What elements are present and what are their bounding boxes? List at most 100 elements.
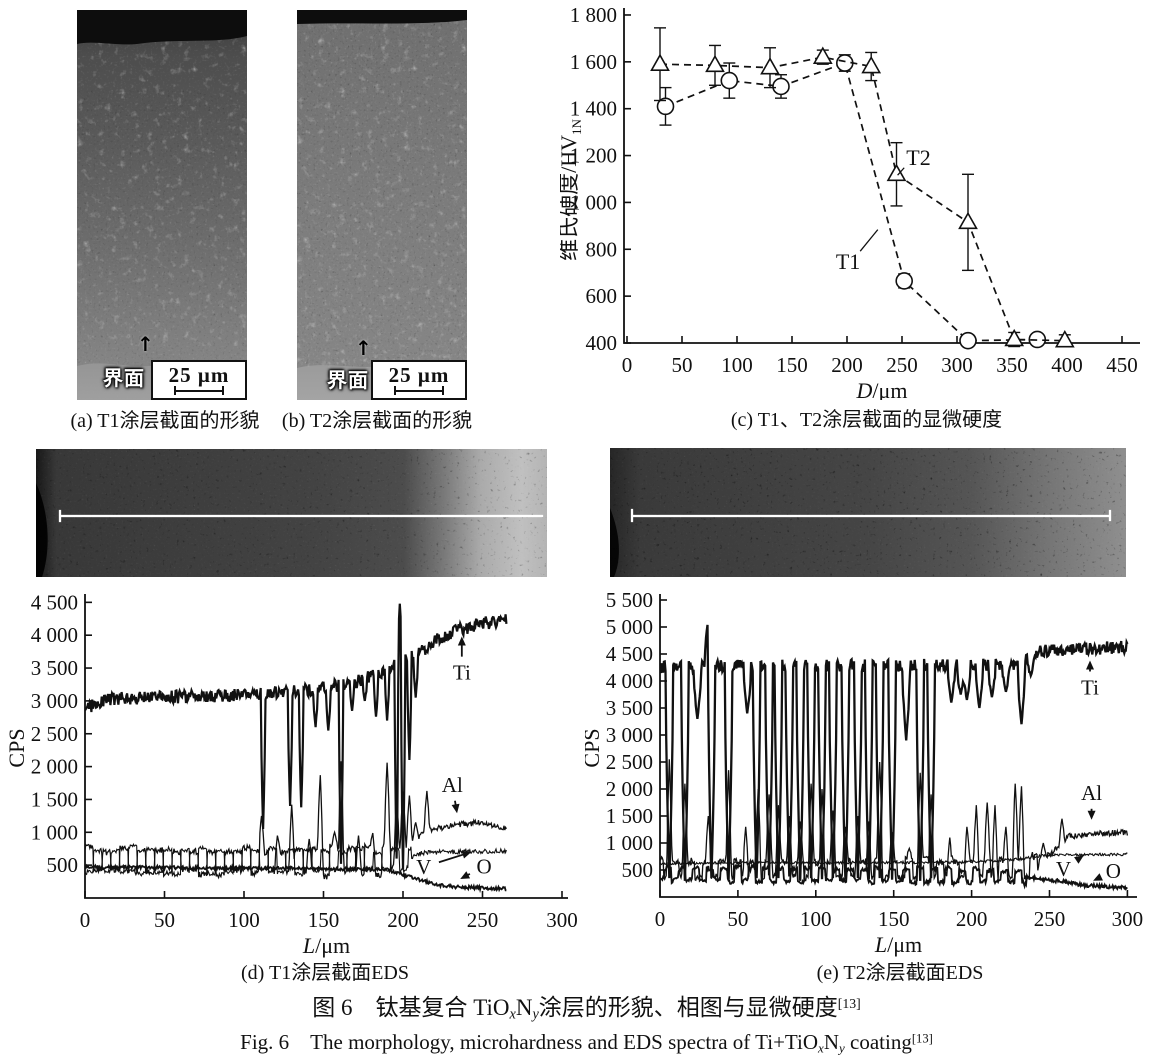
panel-b-caption: (b) T2涂层截面的形貌 [281, 410, 473, 432]
panel-d-caption: (d) T1涂层截面EDS [241, 962, 409, 984]
scale-bar-a [174, 386, 224, 395]
caption-en-sub-x: x [818, 1040, 824, 1056]
svg-text:250: 250 [886, 353, 918, 377]
svg-text:300: 300 [546, 908, 578, 932]
svg-text:100: 100 [800, 907, 832, 931]
caption-zh-ref: [13] [837, 996, 861, 1012]
interface-label-a: 界面 [103, 368, 145, 390]
figure-caption-zh: 图 6 钛基复合 TiOxNy涂层的形貌、相图与显微硬度[13] [0, 988, 1173, 1024]
svg-text:2 500: 2 500 [606, 750, 653, 774]
svg-text:600: 600 [586, 284, 618, 308]
svg-text:4 500: 4 500 [606, 642, 653, 666]
svg-text:50: 50 [727, 907, 748, 931]
scale-bar-label-a: 25 μm [168, 363, 230, 387]
svg-text:300: 300 [1112, 907, 1144, 931]
eds-chart-t2: 0 50 100 150 200 250 300 500 1 000 1 500 2 000 2 50… [585, 588, 1144, 957]
svg-text:200: 200 [956, 907, 988, 931]
svg-text:5 000: 5 000 [606, 615, 653, 639]
svg-text:T1: T1 [836, 249, 860, 274]
caption-en-suffix: coating [844, 1030, 912, 1054]
svg-text:400: 400 [1051, 353, 1083, 377]
svg-text:1 000: 1 000 [31, 820, 78, 844]
scan-end-tick-e [1109, 510, 1111, 521]
svg-text:V: V [416, 855, 431, 879]
panel-a-sem-image: 界面 ↑ 25 μm [77, 10, 247, 400]
scale-bar-box-b: 25 μm [371, 360, 467, 400]
panel-d-sem-strip [36, 449, 547, 577]
svg-text:Al: Al [442, 773, 463, 797]
panel-c-caption: (c) T1、T2涂层截面的显微硬度 [730, 409, 1003, 431]
svg-text:3 000: 3 000 [606, 723, 653, 747]
panel-e-caption: (e) T2涂层截面EDS [816, 962, 984, 984]
svg-text:2 000: 2 000 [31, 755, 78, 779]
scale-bar-label-b: 25 μm [388, 363, 450, 387]
svg-text:1 000: 1 000 [570, 190, 617, 214]
figure-caption-en: Fig. 6 The morphology, microhardness and… [0, 1026, 1173, 1056]
svg-text:500: 500 [622, 858, 654, 882]
svg-text:350: 350 [996, 353, 1028, 377]
caption-en-sub-y: y [838, 1040, 845, 1056]
svg-text:1 600: 1 600 [570, 50, 617, 74]
caption-zh-sub-x: x [509, 1006, 516, 1023]
svg-text:3 500: 3 500 [606, 696, 653, 720]
svg-text:50: 50 [154, 908, 175, 932]
svg-text:500: 500 [47, 853, 79, 877]
panel-e-sem-strip [610, 448, 1126, 577]
interface-arrow-icon-a: ↑ [137, 332, 154, 356]
panel-d-strip-texture [36, 449, 547, 577]
caption-en-nitrogen: N [823, 1030, 839, 1054]
svg-text:2 000: 2 000 [606, 777, 653, 801]
svg-text:5 500: 5 500 [606, 588, 653, 612]
caption-zh-sub-y: y [532, 1006, 539, 1023]
scan-start-tick-d [59, 510, 61, 522]
caption-en-ref: [13] [911, 1031, 933, 1046]
panel-a-sem-texture [77, 10, 247, 400]
panel-b-sem-image: 界面 ↑ 25 μm [297, 10, 467, 400]
svg-text:100: 100 [228, 908, 260, 932]
panel-a-caption: (a) T1涂层截面的形貌 [70, 410, 260, 432]
svg-text:1 500: 1 500 [606, 804, 653, 828]
svg-text:T2: T2 [906, 145, 930, 170]
interface-arrow-icon-b: ↑ [355, 336, 372, 360]
svg-text:1 800: 1 800 [570, 3, 617, 27]
interface-label-b: 界面 [327, 370, 369, 392]
svg-text:250: 250 [467, 908, 499, 932]
svg-text:Ti: Ti [453, 661, 471, 685]
svg-text:V: V [1056, 857, 1071, 881]
scan-start-tick-e [631, 509, 633, 522]
svg-text:1 500: 1 500 [31, 787, 78, 811]
svg-text:450: 450 [1106, 353, 1138, 377]
caption-zh-nitrogen: N [515, 995, 533, 1020]
svg-text:0: 0 [655, 907, 666, 931]
svg-text:O: O [477, 854, 492, 878]
eds-scan-line-d [60, 515, 543, 517]
caption-zh-suffix: 涂层的形貌、相图与显微硬度 [538, 995, 838, 1020]
svg-text:4 500: 4 500 [31, 590, 78, 614]
svg-text:300: 300 [941, 353, 973, 377]
hardness-chart: 0 50 100 150 200 250 300 350 400 450 400 600 800 1 00… [560, 3, 1140, 400]
svg-text:1 000: 1 000 [606, 831, 653, 855]
svg-text:维氏硬度/HV1N: 维氏硬度/HV1N [560, 119, 584, 261]
svg-text:150: 150 [878, 907, 910, 931]
svg-text:1 400: 1 400 [570, 97, 617, 121]
svg-text:4 000: 4 000 [31, 623, 78, 647]
svg-text:150: 150 [308, 908, 340, 932]
svg-text:800: 800 [586, 237, 618, 261]
svg-text:L/μm: L/μm [302, 933, 350, 958]
svg-text:Ti: Ti [1081, 675, 1099, 699]
svg-text:250: 250 [1034, 907, 1066, 931]
svg-text:CPS: CPS [585, 728, 604, 767]
svg-text:4 000: 4 000 [606, 669, 653, 693]
svg-text:2 500: 2 500 [31, 722, 78, 746]
scale-bar-b [394, 386, 444, 395]
scale-bar-box-a: 25 μm [151, 360, 247, 400]
svg-text:3 500: 3 500 [31, 656, 78, 680]
svg-text:1 200: 1 200 [570, 144, 617, 168]
panel-b-sem-texture [297, 10, 467, 400]
svg-text:3 000: 3 000 [31, 689, 78, 713]
svg-text:0: 0 [80, 908, 91, 932]
svg-text:400: 400 [586, 331, 618, 355]
svg-text:Al: Al [1081, 781, 1102, 805]
svg-text:200: 200 [831, 353, 863, 377]
